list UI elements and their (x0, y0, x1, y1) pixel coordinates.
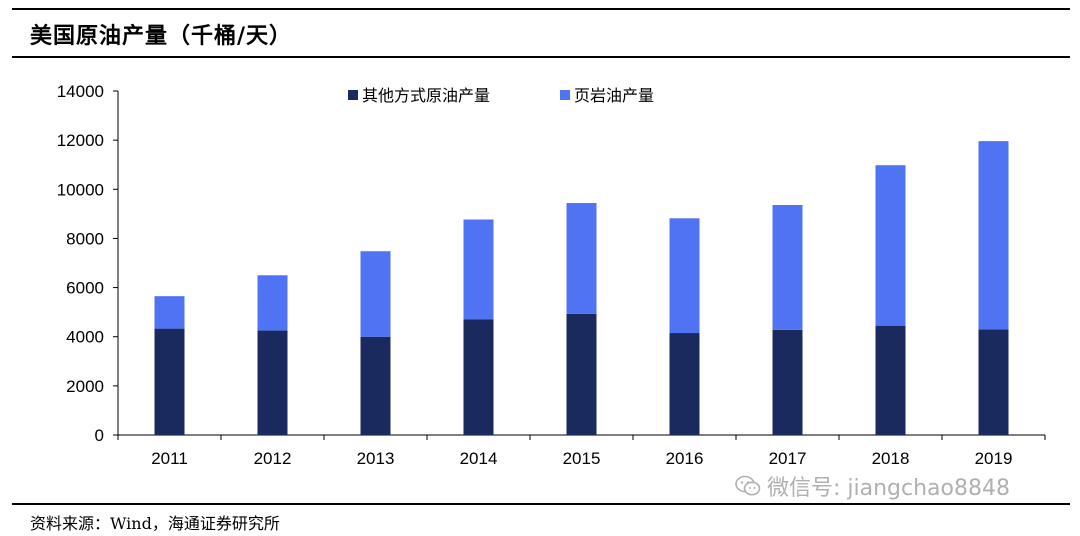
bar-other-2015 (566, 313, 597, 435)
title-rule (12, 56, 1070, 58)
bars (154, 141, 1009, 435)
x-tick-label: 2011 (151, 449, 188, 468)
legend-label: 页岩油产量 (574, 87, 654, 105)
bar-other-2016 (669, 333, 700, 435)
watermark-text: 微信号: jiangchao8848 (767, 476, 1010, 501)
y-tick-label: 10000 (57, 180, 104, 199)
bar-other-2011 (154, 328, 185, 435)
x-tick-label: 2013 (357, 449, 395, 468)
bar-other-2018 (875, 325, 906, 435)
bar-shale-2015 (566, 203, 597, 314)
x-axis: 2011 2012 2013 2014 2015 2016 2017 2018 2019 (117, 434, 1046, 468)
bar-shale-2014 (463, 219, 494, 320)
y-tick-label: 12000 (57, 131, 104, 150)
page-title: 美国原油产量（千桶/天） (30, 23, 293, 49)
x-tick-label: 2015 (563, 449, 601, 468)
x-tick-label: 2018 (872, 449, 910, 468)
bar-shale-2012 (257, 275, 288, 331)
bar-shale-2017 (772, 205, 803, 330)
bar-shale-2019 (978, 141, 1009, 330)
bar-other-2013 (360, 336, 391, 435)
legend-swatch (348, 90, 358, 100)
bar-shale-2011 (154, 296, 185, 329)
bar-other-2014 (463, 319, 494, 435)
footer-rule (12, 503, 1070, 505)
bar-shale-2013 (360, 251, 391, 337)
legend-label: 其他方式原油产量 (362, 87, 490, 105)
watermark: 微信号: jiangchao8848 (735, 470, 1010, 502)
x-tick-label: 2014 (460, 449, 498, 468)
legend: 其他方式原油产量 页岩油产量 (348, 87, 654, 105)
bar-other-2019 (978, 329, 1009, 435)
bar-other-2017 (772, 329, 803, 435)
y-axis: 0 2000 4000 6000 8000 10000 12000 14000 (57, 82, 119, 445)
source-note: 资料来源：Wind，海通证券研究所 (30, 514, 280, 533)
y-tick-label: 2000 (66, 377, 104, 396)
x-tick-label: 2016 (666, 449, 704, 468)
y-tick-label: 6000 (66, 279, 104, 298)
bar-shale-2018 (875, 165, 906, 326)
y-tick-label: 14000 (57, 82, 104, 101)
wechat-icon (735, 475, 761, 496)
x-tick-label: 2019 (975, 449, 1013, 468)
x-tick-label: 2012 (254, 449, 292, 468)
y-tick-label: 4000 (66, 328, 104, 347)
x-tick-label: 2017 (769, 449, 807, 468)
y-tick-label: 8000 (66, 229, 104, 248)
legend-swatch (560, 90, 570, 100)
y-tick-label: 0 (95, 426, 104, 445)
top-rule (12, 8, 1070, 10)
bar-other-2012 (257, 330, 288, 435)
bar-shale-2016 (669, 218, 700, 334)
